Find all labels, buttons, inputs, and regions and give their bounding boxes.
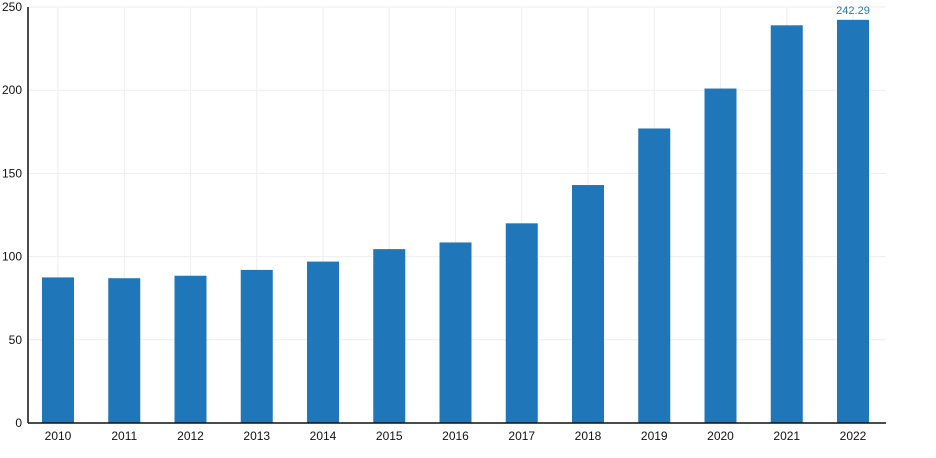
y-tick-label-0: 0 — [15, 416, 22, 430]
x-tick-label-2020: 2020 — [707, 429, 734, 443]
axes — [27, 7, 886, 424]
bar-2021 — [770, 25, 803, 423]
bar-2018 — [572, 185, 604, 423]
x-tick-label-2011: 2011 — [111, 429, 137, 443]
y-tick-label-250: 250 — [2, 0, 22, 14]
data-labels: 242.29 — [836, 5, 870, 17]
bar-2015 — [373, 249, 406, 423]
bar-2022 — [837, 19, 869, 424]
bar-series — [42, 19, 869, 424]
y-axis-ticks: 0 50 100 150 200 250 — [2, 0, 22, 430]
x-tick-label-2022: 2022 — [840, 429, 867, 443]
bar-2013 — [240, 269, 273, 423]
x-axis-ticks: 2010 2011 2012 2013 2014 2015 2016 2017 2018 2019… — [45, 429, 867, 443]
x-tick-label-2019: 2019 — [641, 429, 668, 443]
x-tick-label-2012: 2012 — [177, 429, 204, 443]
x-tick-label-2016: 2016 — [442, 429, 469, 443]
y-tick-label-150: 150 — [2, 166, 22, 180]
bar-2010 — [42, 277, 74, 423]
x-tick-label-2018: 2018 — [575, 429, 602, 443]
data-label-2022: 242.29 — [836, 5, 870, 17]
y-tick-label-200: 200 — [2, 83, 22, 97]
y-tick-label-50: 50 — [9, 333, 23, 347]
bar-2019 — [638, 128, 671, 424]
bar-2017 — [505, 223, 538, 423]
x-tick-label-2015: 2015 — [376, 429, 403, 443]
bar-2014 — [307, 261, 339, 423]
y-tick-label-100: 100 — [2, 250, 22, 264]
x-tick-label-2017: 2017 — [508, 429, 535, 443]
x-tick-label-2013: 2013 — [243, 429, 270, 443]
bar-2020 — [704, 88, 737, 423]
x-tick-label-2014: 2014 — [310, 429, 337, 443]
bar-2011 — [108, 278, 141, 423]
x-tick-label-2021: 2021 — [773, 429, 800, 443]
bar-2012 — [174, 275, 207, 423]
bar-2016 — [439, 242, 472, 423]
x-tick-label-2010: 2010 — [45, 429, 72, 443]
